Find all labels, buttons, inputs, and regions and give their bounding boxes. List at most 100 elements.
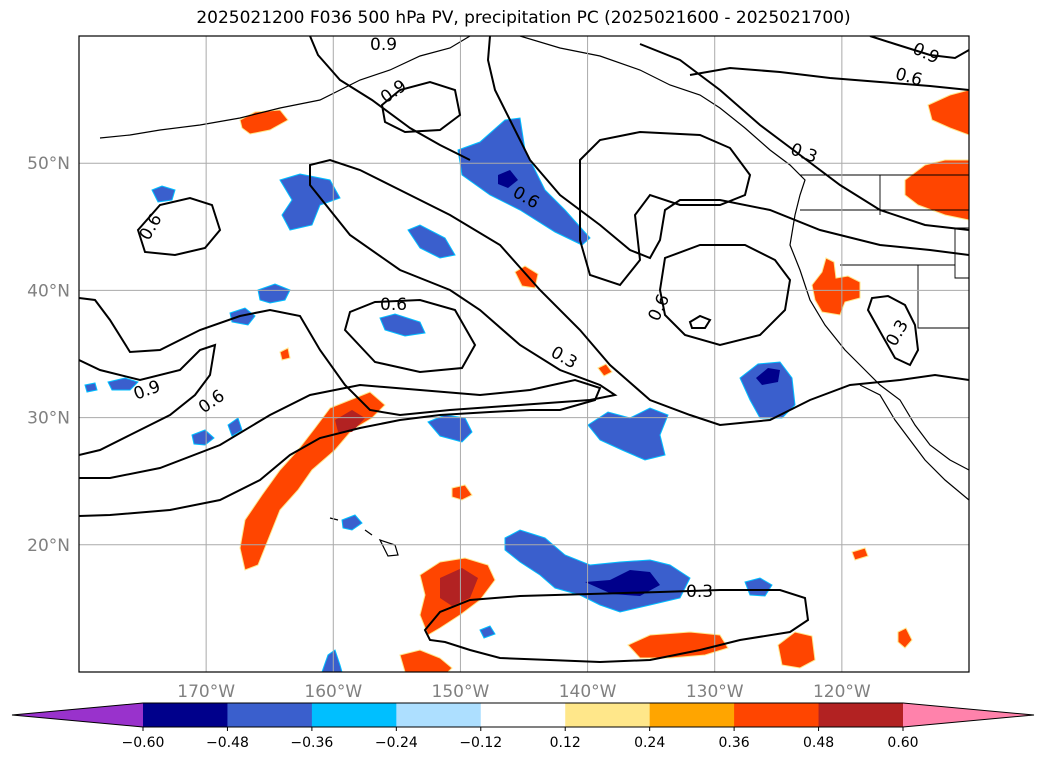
colorbar-tick-label: −0.36 xyxy=(290,735,333,751)
precip-positive-core xyxy=(335,410,365,432)
colorbar-tick-label: −0.12 xyxy=(459,735,502,751)
coastline-alaska xyxy=(99,36,969,471)
coastline-hawaii xyxy=(329,517,399,557)
lat-tick-label: 40°N xyxy=(27,281,70,301)
precip-negative-region xyxy=(479,625,496,639)
contour-label: 0.3 xyxy=(547,342,580,373)
precip-positive-region xyxy=(239,109,289,135)
precip-positive-region xyxy=(597,363,613,377)
lat-tick-label: 30°N xyxy=(27,409,70,429)
precip-positive-region xyxy=(777,631,816,669)
precip-negative-region xyxy=(107,377,139,391)
precip-positive-region xyxy=(897,627,913,649)
lat-tick-label: 50°N xyxy=(27,154,70,174)
longitude-labels: 170°W 160°W 150°W 140°W 130°W 120°W xyxy=(177,682,871,702)
pv-contour-0.3-b xyxy=(639,43,969,231)
lon-tick-label: 120°W xyxy=(813,682,871,702)
colorbar-segment xyxy=(396,703,482,727)
precip-positive-region xyxy=(904,159,969,221)
pv-contour-0.3 xyxy=(79,158,969,427)
colorbar-segment xyxy=(565,703,651,727)
precip-negative-region xyxy=(739,361,796,419)
pv-contour-0.3-c xyxy=(866,294,920,367)
contour-label: 0.6 xyxy=(380,295,407,315)
colorbar: −0.60 −0.48 −0.36 −0.24 −0.12 0.12 0.24 0.36 0.4… xyxy=(11,702,1035,751)
precip-negative-region xyxy=(84,382,98,393)
coastline-baja xyxy=(859,384,969,501)
map-frame xyxy=(78,35,970,673)
precip-positive-region xyxy=(851,547,869,561)
pv-contour-0.9-b xyxy=(579,130,752,287)
precip-negative-region xyxy=(744,577,773,597)
precip-negative-region xyxy=(341,514,363,531)
lon-tick-label: 130°W xyxy=(686,682,744,702)
precip-positive-region xyxy=(279,347,291,361)
precip-positive-region xyxy=(927,89,969,136)
pv-contour-0.9-d xyxy=(688,314,712,329)
precip-negative-region xyxy=(457,117,591,246)
precip-positive-region xyxy=(811,257,861,316)
precip-negative-region xyxy=(151,185,176,203)
colorbar-tick-label: −0.48 xyxy=(206,735,249,751)
pv-contour-0.3-d xyxy=(423,589,810,664)
contour-label: 0.6 xyxy=(195,386,229,418)
lat-tick-label: 20°N xyxy=(27,536,70,556)
precip-negative-core xyxy=(498,170,518,188)
colorbar-tick-label: −0.24 xyxy=(375,735,418,751)
chart-title: 2025021200 F036 500 hPa PV, precipitatio… xyxy=(196,8,851,28)
pv-contour-0.6 xyxy=(79,343,217,456)
colorbar-segment xyxy=(227,703,313,727)
map-area: 0.9 0.9 0.6 0.3 0.6 0.6 0.9 0.6 0.3 0.3 … xyxy=(79,35,969,672)
pv-contour-0.6-d xyxy=(136,196,222,257)
pv-contour-0.9-c xyxy=(658,244,792,347)
coastlines xyxy=(99,36,969,557)
pv-contour-0.9-e xyxy=(869,36,969,60)
colorbar-segment xyxy=(480,703,566,727)
contour-label: 0.3 xyxy=(686,582,713,602)
pv-contour-0.9 xyxy=(380,80,462,134)
colorbar-tick-label: −0.60 xyxy=(122,735,165,751)
precip-positive-region xyxy=(399,649,453,672)
precip-negative-region xyxy=(504,529,691,613)
colorbar-extend-low xyxy=(12,703,143,727)
lon-tick-label: 150°W xyxy=(432,682,490,702)
precip-negative-region xyxy=(191,429,215,446)
precip-negative-region xyxy=(279,173,341,231)
precip-negative-region xyxy=(427,414,473,443)
colorbar-segment xyxy=(311,703,397,727)
precip-negative-region xyxy=(407,224,456,259)
colorbar-segment xyxy=(818,703,904,727)
colorbar-tick-label: 0.24 xyxy=(634,735,665,751)
state-borders xyxy=(800,174,969,329)
colorbar-tick-label: 0.60 xyxy=(887,735,918,751)
lon-tick-label: 140°W xyxy=(559,682,617,702)
precip-positive-core xyxy=(440,568,478,606)
precip-fields xyxy=(84,89,969,672)
precip-negative-region xyxy=(587,407,669,461)
precip-negative-core xyxy=(756,368,780,385)
latitude-labels: 20°N 30°N 40°N 50°N xyxy=(27,154,70,556)
contour-label: 0.9 xyxy=(131,377,163,405)
pv-contour-0.6-e xyxy=(309,36,969,260)
contour-label: 0.9 xyxy=(909,39,942,69)
contour-label: 0.6 xyxy=(893,64,924,90)
colorbar-tick-label: 0.12 xyxy=(550,735,581,751)
contour-label: 0.9 xyxy=(370,35,397,55)
colorbar-tick-label: 0.36 xyxy=(719,735,750,751)
precip-positive-region xyxy=(627,631,729,659)
colorbar-segment xyxy=(734,703,820,727)
pv-contour-0.6-c xyxy=(343,298,477,374)
precip-negative-region xyxy=(227,417,243,437)
colorbar-segment xyxy=(143,703,228,727)
colorbar-tick-label: 0.48 xyxy=(803,735,834,751)
precip-negative-region xyxy=(379,313,426,337)
precip-negative-core xyxy=(585,570,660,596)
contour-label: 0.9 xyxy=(377,76,411,108)
pv-contour-0.6-f xyxy=(689,66,969,91)
precip-positive-region xyxy=(451,484,473,501)
pv-contour-0.6-b xyxy=(79,378,602,517)
pv-contours xyxy=(79,36,969,664)
precip-negative-region xyxy=(321,649,343,672)
colorbar-segment xyxy=(649,703,735,727)
